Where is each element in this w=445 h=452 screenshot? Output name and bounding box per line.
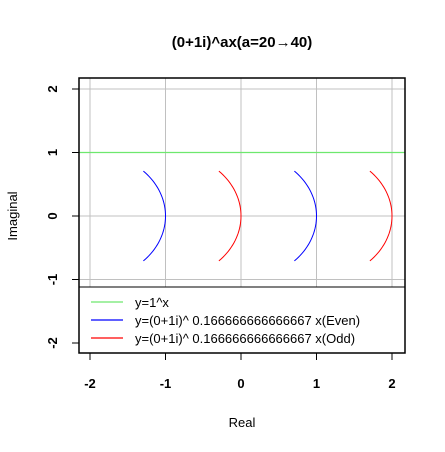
x-tick-label-3: 1 (313, 376, 320, 391)
y-tick-label-2: 0 (45, 212, 60, 219)
data-series (79, 151, 405, 262)
x-tick-label-4: 2 (388, 376, 395, 391)
y-tick-label-0: -2 (45, 337, 60, 349)
y-tick-label-4: 2 (45, 85, 60, 92)
x-axis-label: Real (229, 415, 256, 430)
y-tick-label-1: -1 (45, 274, 60, 286)
x-tick-label-0: -2 (84, 376, 96, 391)
legend: y=1^x y=(0+1i)^ 0.166666666666667 x(Even)… (78, 286, 406, 354)
legend-label-0: y=1^x (135, 295, 169, 310)
y-axis: -2 -1 0 1 2 (45, 85, 79, 349)
series-1-arc-0 (143, 170, 167, 262)
series-1-arc-1 (294, 170, 318, 262)
x-axis: -2 -1 0 1 2 (84, 353, 396, 391)
legend-label-2: y=(0+1i)^ 0.166666666666667 x(Odd) (135, 331, 355, 346)
y-tick-label-3: 1 (45, 149, 60, 156)
chart-title: (0+1i)^ax(a=20→40) (172, 34, 313, 51)
legend-box (78, 286, 406, 354)
x-tick-label-1: -1 (160, 376, 172, 391)
x-tick-label-2: 0 (237, 376, 244, 391)
legend-label-1: y=(0+1i)^ 0.166666666666667 x(Even) (135, 313, 360, 328)
series-2-arc-1 (369, 170, 393, 262)
series-2-arc-0 (218, 170, 242, 262)
y-axis-label: Imaginal (5, 191, 20, 240)
